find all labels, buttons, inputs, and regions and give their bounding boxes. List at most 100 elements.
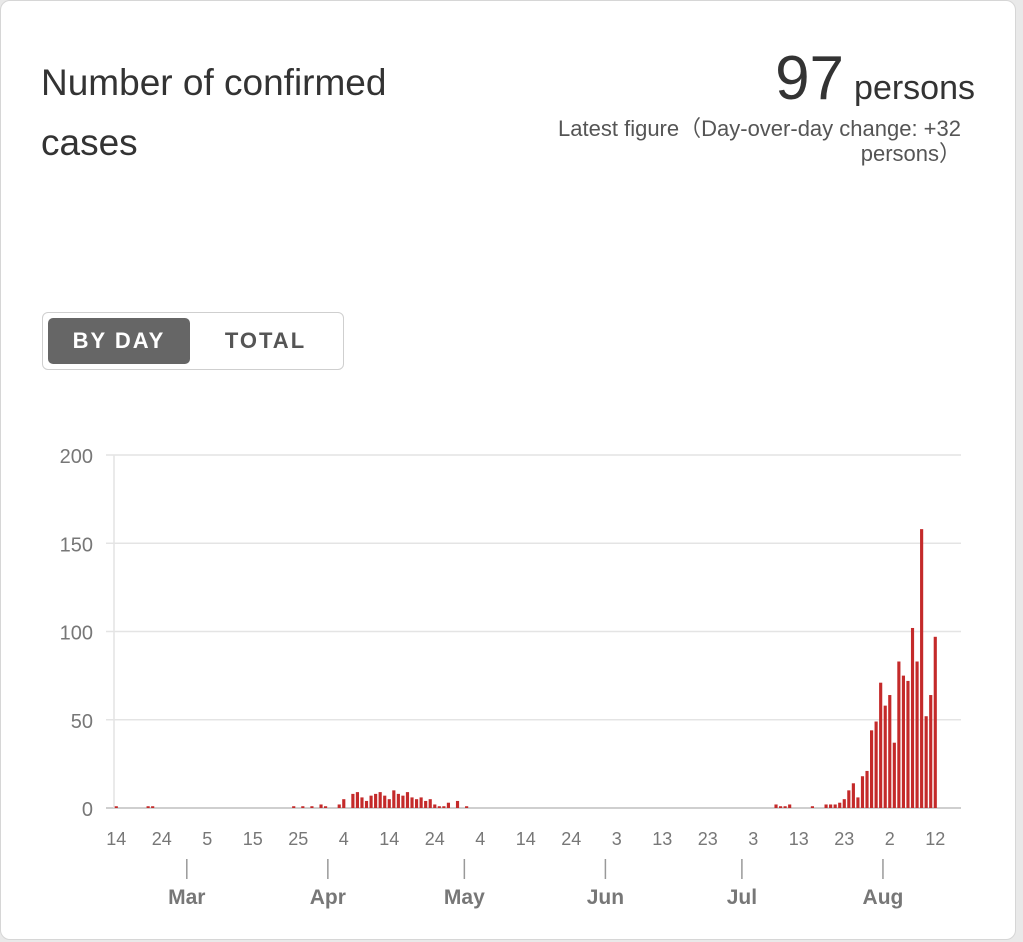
bar	[369, 795, 373, 808]
latest-unit: persons	[854, 69, 975, 107]
x-tick-label: 23	[698, 829, 718, 849]
view-toggle: BY DAY TOTAL	[42, 312, 344, 370]
bar	[424, 800, 428, 808]
x-tick-label: 14	[516, 829, 536, 849]
x-tick-label: 13	[652, 829, 672, 849]
bar	[337, 804, 341, 808]
bar-chart: 0 50 100 150 200 14 24 5 15 25 4 14 24 4 14 24 3 13 23 3 13 2…	[60, 446, 961, 909]
latest-note: Latest figure（Day-over-day change: +32 p…	[558, 116, 961, 166]
y-tick-label: 50	[71, 711, 93, 733]
x-tick-label: 4	[339, 829, 349, 849]
bar	[865, 770, 869, 808]
month-label: Jul	[727, 886, 757, 909]
bar	[906, 680, 910, 808]
bar	[788, 804, 792, 808]
bar	[910, 627, 915, 808]
bar	[151, 806, 155, 808]
bar	[465, 806, 469, 808]
bar	[310, 806, 314, 808]
bar	[301, 806, 305, 808]
month-label: Aug	[863, 886, 904, 909]
bar	[433, 804, 437, 808]
x-tick-label: 24	[152, 829, 172, 849]
x-tick-label: 15	[243, 829, 263, 849]
bar	[879, 682, 883, 808]
month-label: Jun	[587, 886, 624, 909]
latest-figure: 97 persons	[775, 43, 975, 114]
bar	[292, 806, 296, 808]
bar	[446, 802, 450, 808]
bar	[355, 792, 359, 808]
bar	[933, 636, 937, 808]
bar	[437, 806, 441, 808]
bar	[860, 776, 865, 808]
bar	[415, 799, 419, 808]
bar	[856, 797, 860, 808]
month-label: May	[444, 886, 485, 909]
y-tick-label: 0	[82, 799, 93, 821]
bar	[851, 783, 855, 808]
bar	[833, 804, 837, 808]
x-tick-label: 13	[789, 829, 809, 849]
bar	[324, 806, 328, 808]
x-tick-label: 25	[288, 829, 308, 849]
latest-value: 97	[775, 44, 845, 113]
bar	[410, 797, 414, 808]
bar	[114, 806, 118, 808]
x-tick-label: 3	[748, 829, 758, 849]
page-title: Number of confirmed cases	[41, 62, 387, 163]
bar	[419, 797, 423, 808]
bar	[810, 806, 814, 808]
bar	[847, 790, 851, 808]
bar	[378, 792, 382, 808]
month-label: Mar	[168, 886, 205, 909]
bar	[874, 721, 878, 808]
x-tick-label: 4	[475, 829, 485, 849]
bar	[387, 799, 391, 808]
x-tick-label: 24	[425, 829, 445, 849]
bar	[405, 792, 410, 808]
y-tick-label: 150	[60, 534, 93, 556]
bar	[838, 802, 842, 808]
bar	[455, 800, 460, 808]
bar	[351, 793, 355, 808]
bar	[892, 742, 896, 808]
x-tick-label: 24	[561, 829, 581, 849]
bar	[342, 799, 346, 808]
bar	[924, 716, 928, 808]
by-day-button[interactable]: BY DAY	[48, 318, 190, 364]
bar	[360, 797, 364, 808]
y-tick-label: 200	[60, 446, 93, 468]
y-tick-label: 100	[60, 623, 93, 645]
bar	[396, 793, 400, 808]
bar	[824, 804, 828, 808]
bar	[920, 529, 924, 808]
bar	[364, 800, 369, 808]
bar	[442, 806, 446, 808]
x-tick-label: 23	[834, 829, 854, 849]
bar	[842, 799, 846, 808]
bar	[319, 804, 323, 808]
bar	[401, 795, 405, 808]
bar	[888, 695, 892, 808]
x-tick-label: 2	[885, 829, 895, 849]
x-tick-label: 14	[106, 829, 126, 849]
bar	[779, 806, 783, 808]
bar	[870, 730, 874, 808]
bar	[783, 806, 787, 808]
month-label: Apr	[310, 886, 346, 909]
total-button[interactable]: TOTAL	[224, 328, 307, 353]
x-tick-label: 5	[202, 829, 212, 849]
bar	[883, 705, 887, 808]
bar	[829, 804, 833, 808]
bar	[929, 695, 933, 808]
bar	[392, 790, 396, 808]
x-tick-label: 3	[612, 829, 622, 849]
bar	[897, 661, 901, 808]
bar	[374, 793, 378, 808]
bar	[146, 806, 150, 808]
x-tick-label: 12	[925, 829, 945, 849]
bar	[428, 799, 432, 808]
bar	[901, 675, 905, 808]
